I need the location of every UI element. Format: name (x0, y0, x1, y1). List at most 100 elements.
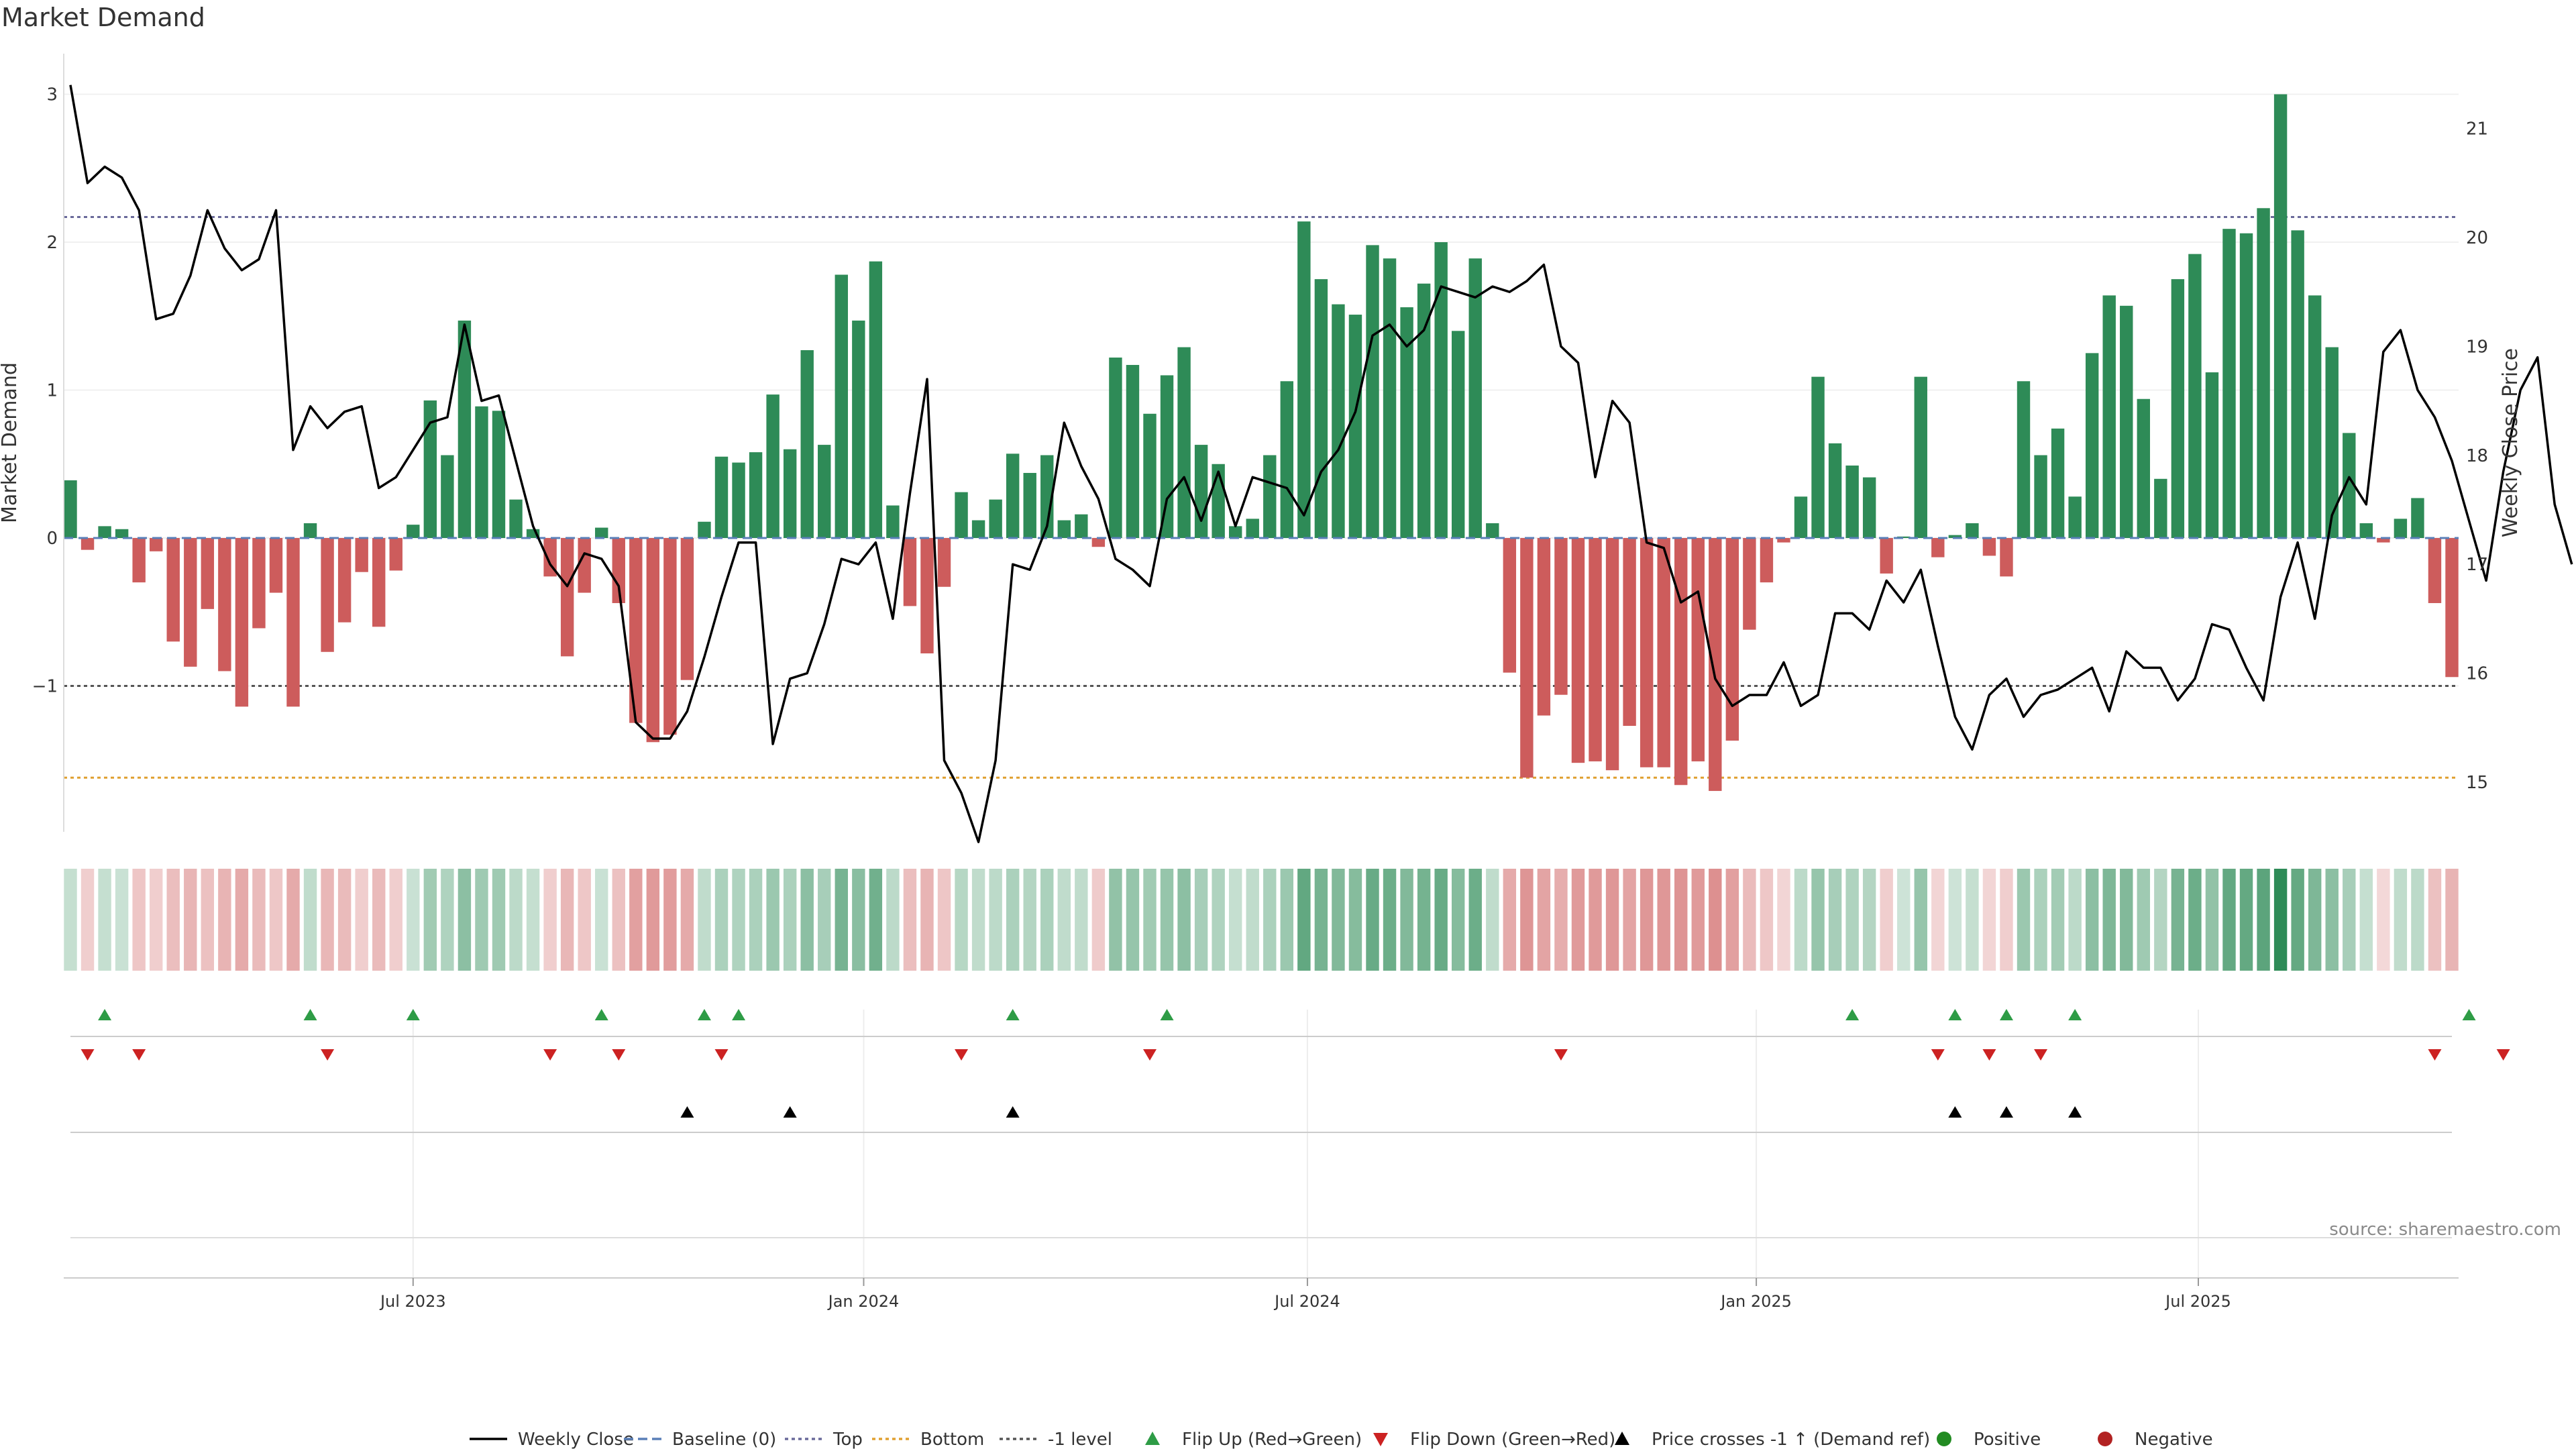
negative-bar (1657, 538, 1670, 767)
legend-symbol (1145, 1432, 1160, 1445)
strip-cell (2102, 869, 2116, 971)
strip-cell (132, 869, 146, 971)
flip-down-marker (80, 1049, 95, 1061)
positive-bar (869, 261, 883, 538)
positive-bar (2257, 208, 2270, 538)
positive-bar (1126, 365, 1140, 538)
strip-cell (698, 869, 711, 971)
flip-up-marker (1948, 1009, 1962, 1020)
positive-bar (1348, 315, 1362, 538)
strip-cell (2377, 869, 2390, 971)
positive-bar (971, 520, 985, 538)
positive-bar (303, 523, 317, 538)
strip-cell (1177, 869, 1191, 971)
strip-cell (595, 869, 608, 971)
strip-cell (1640, 869, 1654, 971)
strip-cell (1589, 869, 1602, 971)
positive-bar (2291, 230, 2304, 538)
y-tick-label: −1 (32, 677, 58, 697)
strip-cell (766, 869, 780, 971)
negative-bar (1520, 538, 1534, 778)
strip-cell (166, 869, 180, 971)
positive-bar (1845, 465, 1859, 538)
y2-tick-label: 21 (2466, 119, 2488, 140)
negative-bar (149, 538, 163, 551)
strip-cell (2257, 869, 2270, 971)
positive-bar (492, 411, 506, 538)
negative-bar (337, 538, 352, 623)
negative-bar (2000, 538, 2013, 577)
positive-bar (441, 455, 454, 538)
strip-cell (955, 869, 968, 971)
strip-cell (1452, 869, 1465, 971)
legend-label: -1 level (1048, 1430, 1112, 1449)
strip-cell (1075, 869, 1088, 971)
positive-bar (2120, 305, 2133, 538)
negative-bar (903, 538, 917, 606)
positive-bar (1434, 242, 1448, 538)
strip-cell (629, 869, 643, 971)
positive-bar (1366, 245, 1379, 538)
negative-bar (1709, 538, 1722, 792)
strip-cell (2017, 869, 2031, 971)
strip-cell (1417, 869, 1431, 971)
positive-bar (1057, 520, 1071, 538)
strip-cell (835, 869, 848, 971)
positive-bar (2308, 295, 2322, 538)
strip-cell (869, 869, 883, 971)
positive-bar (1040, 455, 1054, 538)
strip-cell (1520, 869, 1534, 971)
positive-bar (509, 499, 523, 538)
negative-bar (1691, 538, 1705, 761)
y2-tick-label: 16 (2466, 664, 2488, 684)
positive-bar (407, 525, 420, 538)
strip-cell (1931, 869, 1945, 971)
strip-cell (2428, 869, 2442, 971)
flip-down-marker (1931, 1049, 1945, 1061)
negative-bar (663, 538, 677, 735)
positive-bar (886, 505, 900, 538)
flip-down-marker (2428, 1049, 2442, 1061)
positive-bar (98, 526, 111, 538)
legend-symbol (1373, 1433, 1388, 1446)
strip-cell (1862, 869, 1876, 971)
positive-bar (1452, 331, 1465, 538)
positive-bar (783, 449, 797, 538)
strip-cell (1280, 869, 1294, 971)
negative-bar (1743, 538, 1756, 630)
strip-cell (1966, 869, 1979, 971)
positive-bar (1332, 304, 1345, 538)
strip-cell (2394, 869, 2408, 971)
positive-bar (1811, 376, 1825, 538)
strip-cell (218, 869, 231, 971)
strip-cell (732, 869, 745, 971)
positive-bar (2137, 398, 2150, 538)
strip-cell (1263, 869, 1277, 971)
flip-down-marker (2496, 1049, 2510, 1061)
x-tick-label: Jan 2025 (1719, 1292, 1792, 1311)
negative-bar (646, 538, 660, 743)
strip-cell (1486, 869, 1499, 971)
strip-cell (971, 869, 985, 971)
positive-bar (458, 320, 472, 538)
positive-bar (2394, 519, 2408, 538)
strip-cell (800, 869, 814, 971)
strip-cell (1948, 869, 1962, 971)
positive-bar (1383, 258, 1397, 538)
strip-cell (2291, 869, 2304, 971)
negative-bar (1640, 538, 1654, 767)
strip-cell (1040, 869, 1054, 971)
strip-cell (252, 869, 266, 971)
strip-cell (1332, 869, 1345, 971)
positive-bar (1314, 279, 1328, 538)
y2-tick-label: 17 (2466, 555, 2488, 575)
strip-cell (578, 869, 591, 971)
price-cross-marker (783, 1106, 797, 1118)
strip-cell (1674, 869, 1688, 971)
strip-cell (852, 869, 865, 971)
positive-bar (595, 527, 608, 538)
strip-cell (1023, 869, 1036, 971)
strip-cell (1366, 869, 1379, 971)
y2-tick-label: 20 (2466, 228, 2488, 248)
negative-bar (389, 538, 402, 571)
